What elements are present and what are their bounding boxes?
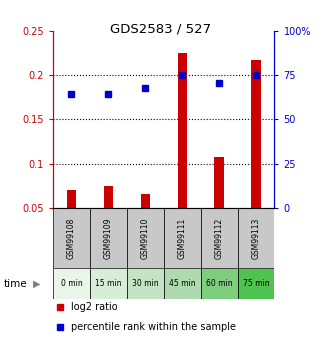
Text: log2 ratio: log2 ratio [71, 302, 117, 312]
Bar [238, 268, 274, 299]
Bar [164, 268, 201, 299]
Bar [164, 208, 201, 268]
Text: GSM99110: GSM99110 [141, 217, 150, 259]
Text: 15 min: 15 min [95, 279, 122, 288]
Bar [53, 208, 90, 268]
Text: 75 min: 75 min [243, 279, 269, 288]
Text: GSM99108: GSM99108 [67, 217, 76, 259]
Text: GSM99109: GSM99109 [104, 217, 113, 259]
Text: GSM99111: GSM99111 [178, 217, 187, 259]
Bar [214, 157, 224, 252]
Text: GSM99113: GSM99113 [251, 217, 261, 259]
Text: ▶: ▶ [33, 279, 41, 288]
Bar [90, 208, 127, 268]
Bar [90, 268, 127, 299]
Text: 0 min: 0 min [61, 279, 82, 288]
Bar [201, 268, 238, 299]
Bar [178, 53, 187, 252]
Bar [251, 60, 261, 252]
Bar [67, 190, 76, 252]
Bar [141, 195, 150, 252]
Bar [238, 208, 274, 268]
Bar [104, 186, 113, 252]
Text: GSM99112: GSM99112 [214, 217, 224, 259]
Bar [201, 208, 238, 268]
Text: 45 min: 45 min [169, 279, 195, 288]
Bar [127, 208, 164, 268]
Text: time: time [3, 279, 27, 288]
Text: 30 min: 30 min [132, 279, 159, 288]
Text: GDS2583 / 527: GDS2583 / 527 [110, 22, 211, 36]
Bar [127, 268, 164, 299]
Text: 60 min: 60 min [206, 279, 232, 288]
Text: percentile rank within the sample: percentile rank within the sample [71, 322, 236, 332]
Bar [53, 268, 90, 299]
